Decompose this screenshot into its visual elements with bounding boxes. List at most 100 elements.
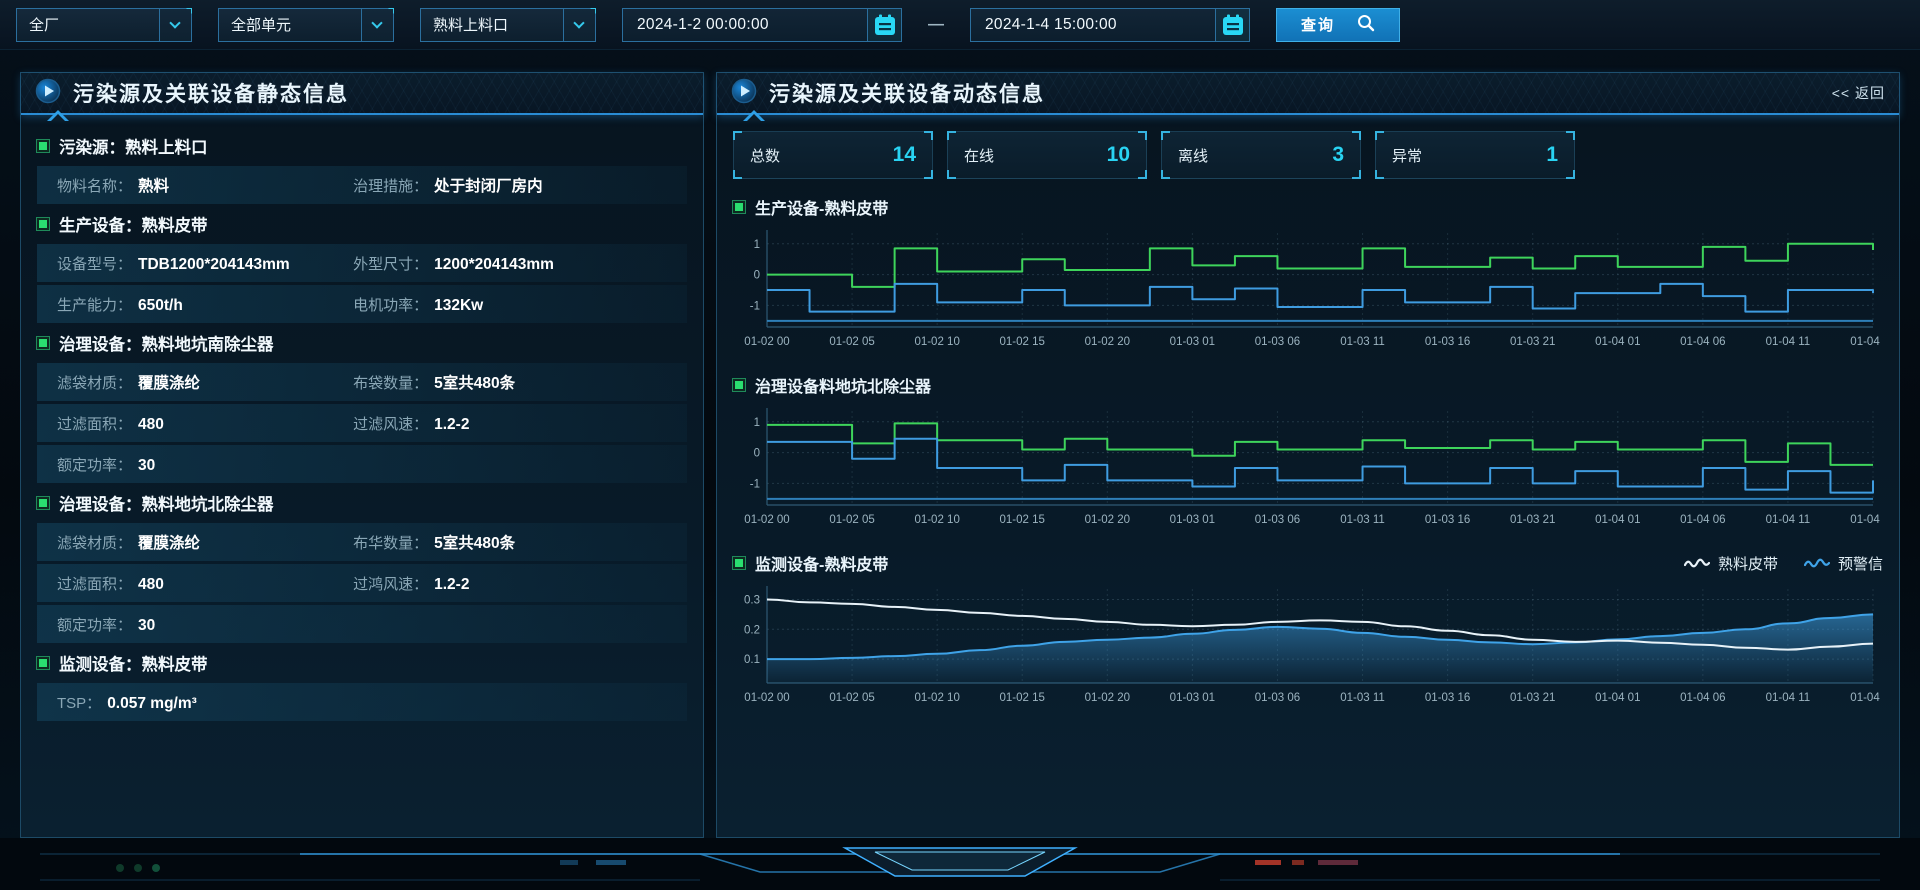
field-label: 额定功率：	[57, 456, 133, 474]
device-stats-row: 总数 14 在线 10 离线 3 异常 1	[733, 131, 1883, 179]
svg-text:01-02 20: 01-02 20	[1085, 336, 1130, 348]
calendar-icon[interactable]	[867, 8, 901, 41]
svg-text:01-02 05: 01-02 05	[829, 514, 874, 526]
filter-select[interactable]: 熟料上料口	[420, 7, 596, 42]
svg-text:01-02 15: 01-02 15	[1000, 692, 1045, 704]
date-to-input[interactable]: 2024-1-4 15:00:00	[970, 7, 1250, 42]
field-value: 5室共480条	[434, 535, 516, 552]
play-icon	[731, 78, 757, 109]
field-value: 132Kw	[434, 296, 484, 314]
field-label: 治理措施：	[353, 178, 429, 195]
svg-text:01-02 10: 01-02 10	[914, 692, 959, 704]
svg-text:01-02 05: 01-02 05	[829, 336, 874, 348]
filter-select-value: 熟料上料口	[433, 17, 509, 34]
svg-text:01-04 01: 01-04 01	[1595, 336, 1640, 348]
section-row: 治理设备：熟料地坑北除尘器	[36, 486, 687, 520]
field: 额定功率： 30	[57, 454, 353, 475]
field-label: 物料名称：	[57, 178, 133, 195]
filter-select-value: 全厂	[29, 17, 60, 34]
date-from-value: 2024-1-2 00:00:00	[637, 15, 769, 33]
chart-header: 治理设备料地坑北除尘器	[732, 371, 1883, 399]
svg-text:01-03 16: 01-03 16	[1425, 514, 1470, 526]
query-button[interactable]: 查询	[1276, 7, 1400, 42]
field-label: 滤袋材质：	[57, 535, 133, 552]
field-value: 覆膜涤纶	[138, 375, 201, 392]
field-label: 过滤面积：	[57, 575, 133, 593]
charts-area: 生产设备-熟料皮带 01-02 00 01-02 05 01-02 10 01-02 …	[732, 193, 1883, 711]
filter-select[interactable]: 全厂	[16, 7, 192, 42]
field: 额定功率： 30	[57, 614, 353, 635]
field-row: 生产能力： 650t/h 电机功率： 132Kw	[37, 285, 687, 323]
green-square-icon	[36, 139, 50, 153]
svg-text:01-03 01: 01-03 01	[1170, 692, 1215, 704]
field-value: 处于封闭厂房内	[434, 178, 543, 195]
field-row: 过滤面积： 480 过滤风速： 1.2-2	[37, 404, 687, 442]
svg-text:01-02 20: 01-02 20	[1085, 514, 1130, 526]
svg-text:01-03 11: 01-03 11	[1340, 336, 1385, 348]
section-row: 污染源：熟料上料口	[36, 129, 687, 163]
stat-box: 在线 10	[947, 131, 1147, 179]
field-label: 布袋数量：	[353, 375, 429, 392]
svg-text:01-02 00: 01-02 00	[744, 336, 789, 348]
back-link[interactable]: << 返回	[1831, 85, 1885, 101]
chart-legend: 熟料皮带 预警信	[1683, 553, 1883, 574]
chevron-down-icon	[361, 8, 393, 41]
svg-text:0.2: 0.2	[744, 624, 760, 636]
svg-text:01-03 06: 01-03 06	[1255, 514, 1300, 526]
svg-text:01-04 11: 01-04 11	[1766, 336, 1811, 348]
filter-select[interactable]: 全部单元	[218, 7, 394, 42]
dynamic-info-panel: 污染源及关联设备动态信息 << 返回 总数 14 在线 10 离线 3 异常 1…	[716, 72, 1900, 838]
green-square-icon	[732, 200, 746, 214]
svg-text:01-03 06: 01-03 06	[1255, 336, 1300, 348]
green-square-icon	[36, 217, 50, 231]
field: TSP： 0.057 mg/m³	[57, 692, 353, 713]
stat-box: 总数 14	[733, 131, 933, 179]
filter-toolbar: 全厂 全部单元 熟料上料口 2024-1-2 00:00:00 — 2024-1…	[0, 0, 1920, 50]
svg-text:01-03 01: 01-03 01	[1170, 336, 1215, 348]
field-label: 过滤风速：	[353, 415, 429, 433]
date-to-value: 2024-1-4 15:00:00	[985, 15, 1117, 33]
field-value: 1200*204143mm	[434, 255, 554, 273]
stat-value: 1	[1546, 143, 1558, 166]
field: 过滤面积： 480	[57, 573, 353, 594]
field: 外型尺寸： 1200*204143mm	[353, 253, 649, 274]
svg-text:01-04 06: 01-04 06	[1680, 692, 1725, 704]
field-label: 额定功率：	[57, 616, 133, 634]
field-label: 滤袋材质：	[57, 375, 133, 392]
field: 过鸿风速： 1.2-2	[353, 573, 649, 594]
field-row: 额定功率： 30	[37, 445, 687, 483]
svg-text:01-02 00: 01-02 00	[744, 692, 789, 704]
field-label: 过鸿风速：	[353, 575, 429, 593]
svg-text:01-04 01: 01-04 01	[1595, 514, 1640, 526]
green-square-icon	[36, 656, 50, 670]
dynamic-panel-title: 污染源及关联设备动态信息	[769, 83, 1045, 106]
svg-text:0.1: 0.1	[744, 654, 760, 666]
chart-plot: 01-02 00 01-02 05 01-02 10 01-02 15 01-02 20…	[744, 586, 1883, 704]
stat-label: 离线	[1178, 147, 1209, 165]
chart-plot: 01-02 00 01-02 05 01-02 10 01-02 15 01-02 20…	[744, 408, 1883, 526]
field-row: TSP： 0.057 mg/m³	[37, 683, 687, 721]
svg-text:01-02 10: 01-02 10	[914, 336, 959, 348]
green-square-icon	[36, 336, 50, 350]
chart-plot: 01-02 00 01-02 05 01-02 10 01-02 15 01-02 20…	[744, 230, 1883, 348]
wavy-line-icon	[1803, 558, 1830, 568]
section-row: 治理设备：熟料地坑南除尘器	[36, 326, 687, 360]
field-row: 设备型号： TDB1200*204143mm 外型尺寸： 1200*204143…	[37, 244, 687, 282]
calendar-icon[interactable]	[1215, 8, 1249, 41]
svg-text:01-03 16: 01-03 16	[1425, 692, 1470, 704]
field-value: 覆膜涤纶	[138, 535, 201, 552]
svg-text:0.3: 0.3	[744, 594, 760, 606]
field-label: 外型尺寸：	[353, 255, 429, 273]
section-title: 治理设备：熟料地坑南除尘器	[59, 336, 274, 354]
legend-item[interactable]: 预警信	[1803, 553, 1883, 574]
wavy-line-icon	[1683, 558, 1710, 568]
legend-label: 熟料皮带	[1717, 555, 1778, 573]
date-from-input[interactable]: 2024-1-2 00:00:00	[622, 7, 902, 42]
green-square-icon	[36, 496, 50, 510]
svg-text:01-04 06: 01-04 06	[1680, 514, 1725, 526]
static-info-rows: 污染源：熟料上料口 物料名称： 熟料 治理措施： 处于封闭厂房内 生产设备：熟料…	[21, 115, 703, 721]
legend-item[interactable]: 熟料皮带	[1683, 553, 1778, 574]
field-row: 滤袋材质： 覆膜涤纶 布袋数量： 5室共480条	[37, 363, 687, 401]
svg-text:0: 0	[754, 448, 760, 460]
chart-title: 治理设备料地坑北除尘器	[755, 379, 932, 396]
